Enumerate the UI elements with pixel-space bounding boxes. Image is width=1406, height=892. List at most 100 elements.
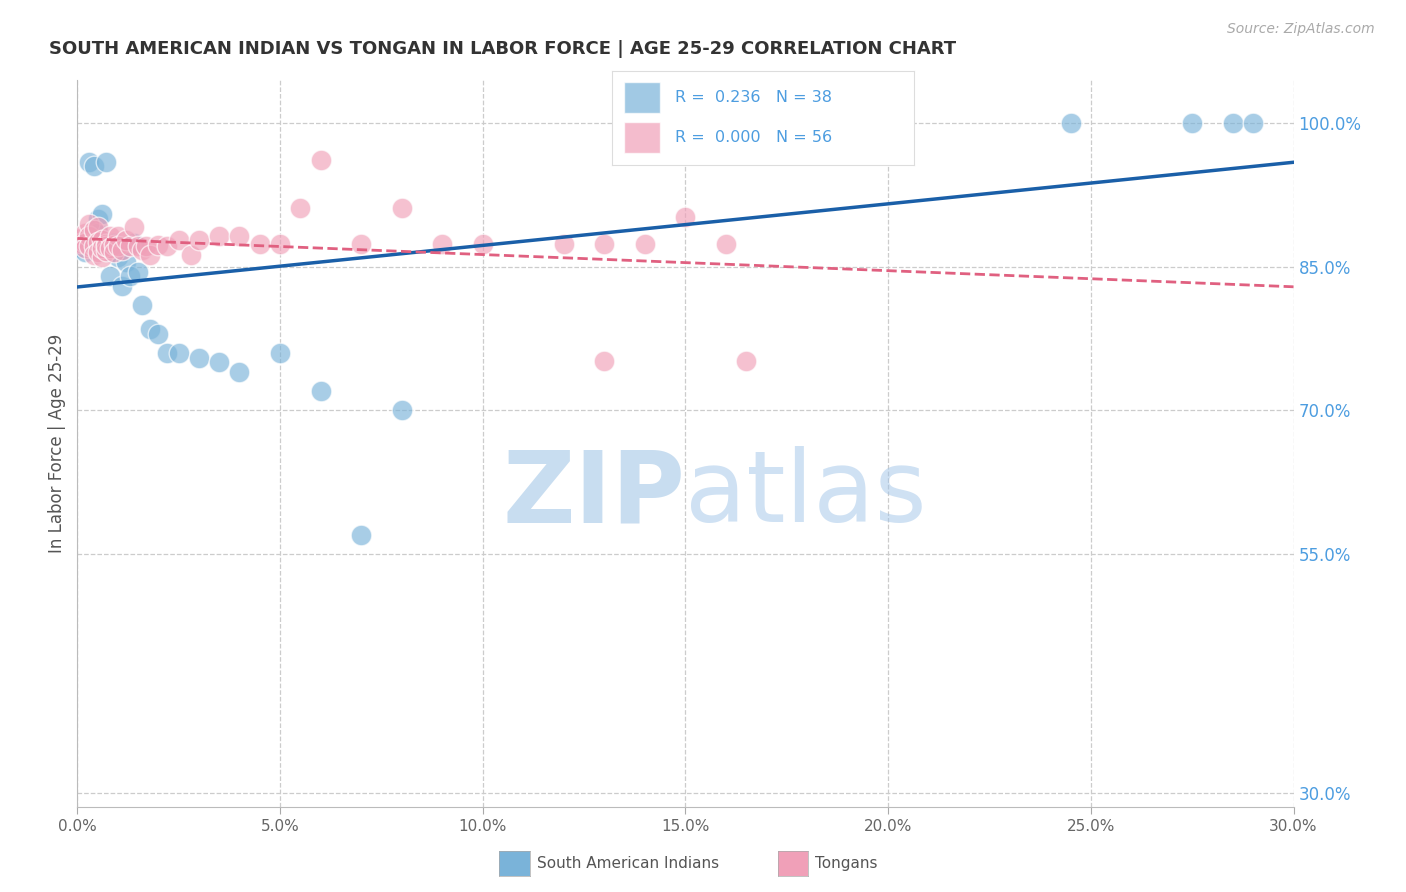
Point [94,239,117,253]
Point [309,153,332,167]
Point [94,241,117,255]
Point [290,201,312,215]
Point [471,236,494,251]
Point [735,353,758,368]
Point [391,403,413,417]
Point [98,241,121,255]
Text: R =  0.000   N = 56: R = 0.000 N = 56 [675,130,832,145]
Text: ZIP: ZIP [502,446,686,543]
Point [188,351,211,365]
Point [83,160,105,174]
Point [103,245,125,260]
Point [131,298,153,312]
Point [139,248,162,262]
Point [131,243,153,257]
Point [350,236,373,251]
Point [188,233,211,247]
Point [86,219,108,234]
Point [122,219,145,234]
Point [155,346,177,360]
Point [148,237,170,252]
Point [269,236,291,251]
Point [1059,116,1081,130]
Point [79,217,101,231]
Point [83,248,105,262]
Point [309,384,332,399]
Point [391,201,413,215]
Point [111,279,134,293]
Point [107,229,129,244]
Point [115,255,138,269]
Point [228,229,250,244]
Point [118,239,141,253]
Point [135,239,157,253]
Bar [624,82,659,112]
Point [714,236,737,251]
Point [118,269,141,284]
Point [180,248,202,262]
Text: R =  0.236   N = 38: R = 0.236 N = 38 [675,89,832,104]
Point [98,229,121,244]
Point [111,243,134,257]
Point [79,229,101,244]
Point [79,239,101,253]
Point [208,355,231,369]
Point [75,235,97,250]
Point [75,241,97,255]
Point [79,231,101,245]
Point [75,227,97,241]
Point [139,322,162,336]
Point [70,231,93,245]
Point [208,229,231,244]
Point [249,236,271,251]
Point [1222,116,1244,130]
Point [86,244,108,259]
Point [86,235,108,249]
Point [148,326,170,341]
Point [675,210,697,224]
Point [103,237,125,252]
Point [350,527,373,541]
Point [167,346,190,360]
Point [90,233,112,247]
Point [127,239,149,253]
Point [107,239,129,253]
Point [83,241,105,255]
Text: South American Indians: South American Indians [537,856,720,871]
Point [83,239,105,253]
Point [94,154,117,169]
Point [269,346,291,360]
Point [90,235,112,250]
Point [103,235,125,250]
Point [593,353,616,368]
Text: SOUTH AMERICAN INDIAN VS TONGAN IN LABOR FORCE | AGE 25-29 CORRELATION CHART: SOUTH AMERICAN INDIAN VS TONGAN IN LABOR… [49,40,956,58]
Point [107,250,129,264]
Text: Source: ZipAtlas.com: Source: ZipAtlas.com [1227,22,1375,37]
Point [90,207,112,221]
Point [122,235,145,250]
Point [155,239,177,253]
Point [75,235,97,250]
Y-axis label: In Labor Force | Age 25-29: In Labor Force | Age 25-29 [48,334,66,553]
Point [593,236,616,251]
Point [79,154,101,169]
Point [1241,116,1264,130]
Point [83,223,105,237]
Point [1181,116,1204,130]
Text: atlas: atlas [686,446,927,543]
Point [98,245,121,260]
Point [115,233,138,247]
Point [90,250,112,264]
Point [98,269,121,284]
Point [70,235,93,250]
Point [94,236,117,251]
Point [86,211,108,226]
Point [75,245,97,260]
Point [90,241,112,255]
Point [432,236,454,251]
Point [127,264,149,278]
Text: Tongans: Tongans [815,856,877,871]
Point [70,241,93,255]
Point [86,227,108,241]
Bar [624,122,659,153]
